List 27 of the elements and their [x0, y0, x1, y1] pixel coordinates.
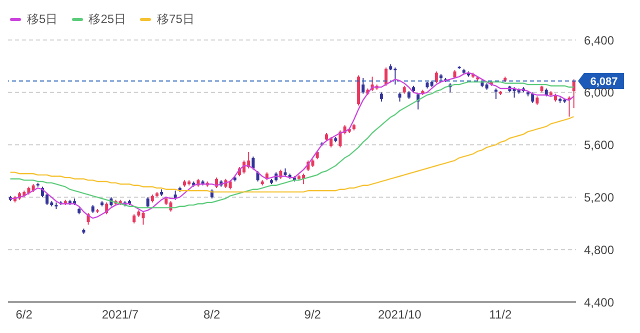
line-series	[10, 116, 574, 193]
legend-label: 移5日	[27, 10, 58, 28]
legend-label: 移25日	[88, 10, 126, 28]
x-tick-label: 8/2	[203, 308, 221, 322]
y-tick-label: 5,600	[584, 138, 614, 152]
candlestick	[146, 196, 150, 208]
candlestick	[252, 156, 255, 170]
x-tick-label: 11/2	[489, 308, 512, 322]
legend-label: 移75日	[157, 10, 194, 28]
y-tick-label: 6,000	[584, 86, 614, 100]
candlestick	[338, 130, 342, 148]
y-tick-label: 5,200	[584, 190, 614, 204]
x-tick-label: 9/2	[304, 308, 322, 322]
candlestick	[142, 211, 145, 226]
candlestick	[132, 214, 136, 224]
x-tick-label: 2021/7	[102, 308, 139, 322]
candlestick	[228, 180, 232, 190]
candlestick	[362, 77, 365, 94]
y-tick-label: 4,800	[584, 242, 614, 257]
x-tick-label: 6/2	[16, 308, 33, 322]
y-tick-label: 4,400	[584, 295, 614, 310]
candlestick	[434, 70, 438, 84]
candlestick	[398, 92, 402, 102]
candlestick	[380, 92, 383, 102]
ref-line-label: 6,087	[590, 76, 618, 88]
y-tick-label: 6,400	[584, 33, 614, 48]
x-tick-label: 2021/10	[378, 308, 422, 322]
